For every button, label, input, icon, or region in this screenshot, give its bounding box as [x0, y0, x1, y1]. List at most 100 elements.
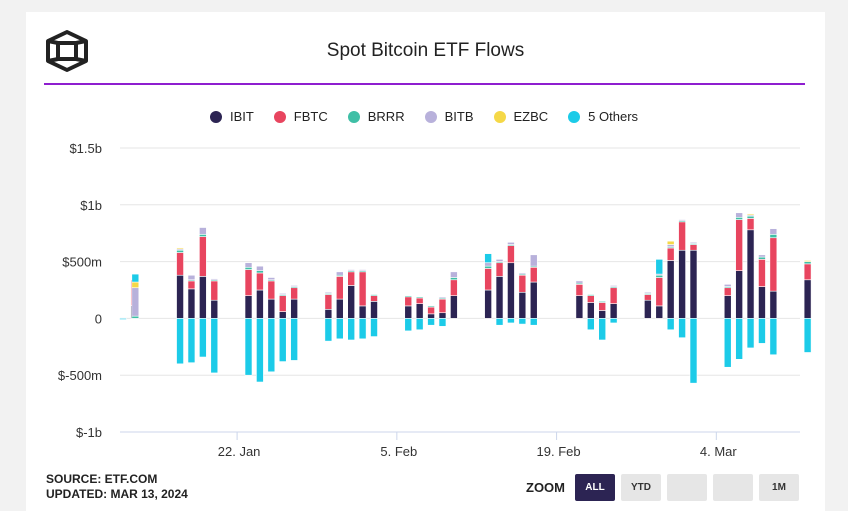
bar-segment-ibit	[187, 288, 196, 319]
bar-segment-ibit	[244, 295, 253, 319]
bar-segment-ibit	[438, 312, 447, 319]
bar-segment-bitb	[335, 271, 344, 276]
bar-segment-ibit	[575, 295, 584, 319]
bar-segment-5-others	[598, 318, 607, 341]
bar-segment-ibit	[335, 298, 344, 319]
bar-segment-fbtc	[450, 279, 458, 296]
bar-segment-fbtc	[529, 266, 538, 283]
bar-segment-fbtc	[415, 297, 424, 304]
bar-segment-bitb	[758, 254, 766, 258]
bar-segment-ibit	[324, 309, 333, 319]
y-tick-label: $-500m	[58, 368, 102, 383]
bar-segment-bitb	[358, 269, 367, 271]
bar-segment-ibit	[678, 249, 686, 319]
bar-segment-5-others	[666, 318, 675, 331]
bar-segment-ibit	[598, 310, 607, 319]
bar-segment-bitb	[735, 212, 743, 218]
bar-segment-ibit	[404, 305, 413, 319]
bar-segment-5-others	[324, 318, 333, 342]
bar-segment-fbtc	[199, 236, 207, 277]
bar-segment-ibit	[644, 299, 652, 319]
bar-segment-ibit	[803, 279, 812, 319]
bar-segment-ibit	[507, 262, 515, 319]
bar-segment-ibit	[689, 249, 698, 319]
legend-label: 5 Others	[588, 109, 639, 124]
bar-segment-bitb	[278, 293, 287, 295]
bar-segment-fbtc	[769, 237, 778, 292]
bar-segment-ezbc	[803, 260, 812, 262]
zoom-label: ZOOM	[526, 480, 565, 495]
zoom-all-button[interactable]: ALL	[575, 474, 615, 501]
etf-logo-icon	[46, 30, 88, 72]
legend-item-bitb[interactable]: BITB	[424, 109, 474, 124]
bar-segment-fbtc	[290, 287, 298, 300]
bar-segment-fbtc	[655, 277, 664, 307]
bar-segment-5-others	[689, 318, 698, 384]
legend-label: EZBC	[513, 109, 549, 124]
bar-segment-bitb	[450, 271, 458, 278]
bar-segment-fbtc	[518, 274, 527, 293]
legend-item-ezbc[interactable]: EZBC	[493, 109, 549, 124]
bar-segment-ezbc	[666, 240, 675, 245]
bar-segment-ibit	[735, 270, 743, 319]
legend-item-brrr[interactable]: BRRR	[347, 109, 405, 124]
bar-segment-brrr	[769, 234, 778, 239]
bar-segment-5-others	[655, 259, 664, 275]
bar-segment-brrr	[199, 234, 207, 237]
bar-segment-ezbc	[131, 281, 140, 289]
legend-item-fbtc[interactable]: FBTC	[273, 109, 328, 124]
bar-segment-brrr	[244, 266, 253, 270]
bar-segment-fbtc	[324, 294, 333, 310]
bar-segment-fbtc	[598, 302, 607, 311]
x-tick-label: 22. Jan	[218, 444, 261, 459]
bar-segment-fbtc	[438, 298, 447, 314]
bar-segment-bitb	[290, 285, 298, 287]
bar-segment-5-others	[723, 318, 732, 368]
source-text: SOURCE: ETF.COM	[46, 472, 158, 486]
bar-segment-ezbc	[746, 213, 755, 216]
zoom-1m-button[interactable]: 1M	[759, 474, 799, 501]
bar-segment-5-others	[735, 318, 743, 360]
legend-dot-icon	[273, 110, 286, 123]
bar-segment-fbtc	[644, 294, 652, 301]
bar-segment-fbtc	[746, 218, 755, 231]
bar-segment-bitb	[678, 219, 686, 222]
bar-segment-5-others	[210, 318, 219, 374]
bar-segment-bitb	[210, 278, 219, 281]
zoom-ytd-button[interactable]: YTD	[621, 474, 661, 501]
bar-segment-5-others	[746, 318, 755, 349]
bar-segment-5-others	[803, 318, 812, 353]
bar-segment-brrr	[131, 315, 140, 319]
bar-segment-fbtc	[244, 269, 253, 296]
bar-segment-fbtc	[210, 280, 219, 301]
bar-segment-bitb	[244, 262, 253, 268]
bar-segment-ibit	[484, 289, 492, 319]
zoom-blank-button-2[interactable]	[713, 474, 753, 501]
source-info: SOURCE: ETF.COM UPDATED: MAR 13, 2024	[46, 472, 188, 502]
bar-segment-brrr	[484, 265, 492, 269]
legend-dot-icon	[209, 110, 222, 123]
updated-text: UPDATED: MAR 13, 2024	[46, 487, 188, 501]
bar-segment-brrr	[746, 215, 755, 219]
legend-label: BRRR	[367, 109, 405, 124]
bar-segment-brrr	[598, 301, 607, 303]
x-tick-label: 5. Feb	[380, 444, 417, 459]
bar-segment-bitb	[187, 274, 196, 281]
legend-dot-icon	[493, 110, 506, 123]
bar-segment-5-others	[415, 318, 424, 331]
legend-item-ibit[interactable]: IBIT	[209, 109, 254, 124]
bar-segment-5-others	[769, 318, 778, 356]
bar-segment-ibit	[529, 281, 538, 319]
legend-label: FBTC	[293, 109, 328, 124]
bar-segment-fbtc	[803, 263, 812, 281]
x-tick-label: 19. Feb	[537, 444, 581, 459]
bar-segment-fbtc	[689, 244, 698, 251]
zoom-blank-button-1[interactable]	[667, 474, 707, 501]
bar-segment-5-others	[518, 318, 527, 325]
bar-segment-brrr	[415, 296, 424, 299]
legend-item-others[interactable]: 5 Others	[568, 109, 638, 124]
bar-segment-fbtc	[427, 306, 435, 315]
bar-segment-fbtc	[587, 295, 595, 303]
bar-segment-5-others	[609, 318, 618, 324]
bar-segment-fbtc	[484, 268, 492, 291]
